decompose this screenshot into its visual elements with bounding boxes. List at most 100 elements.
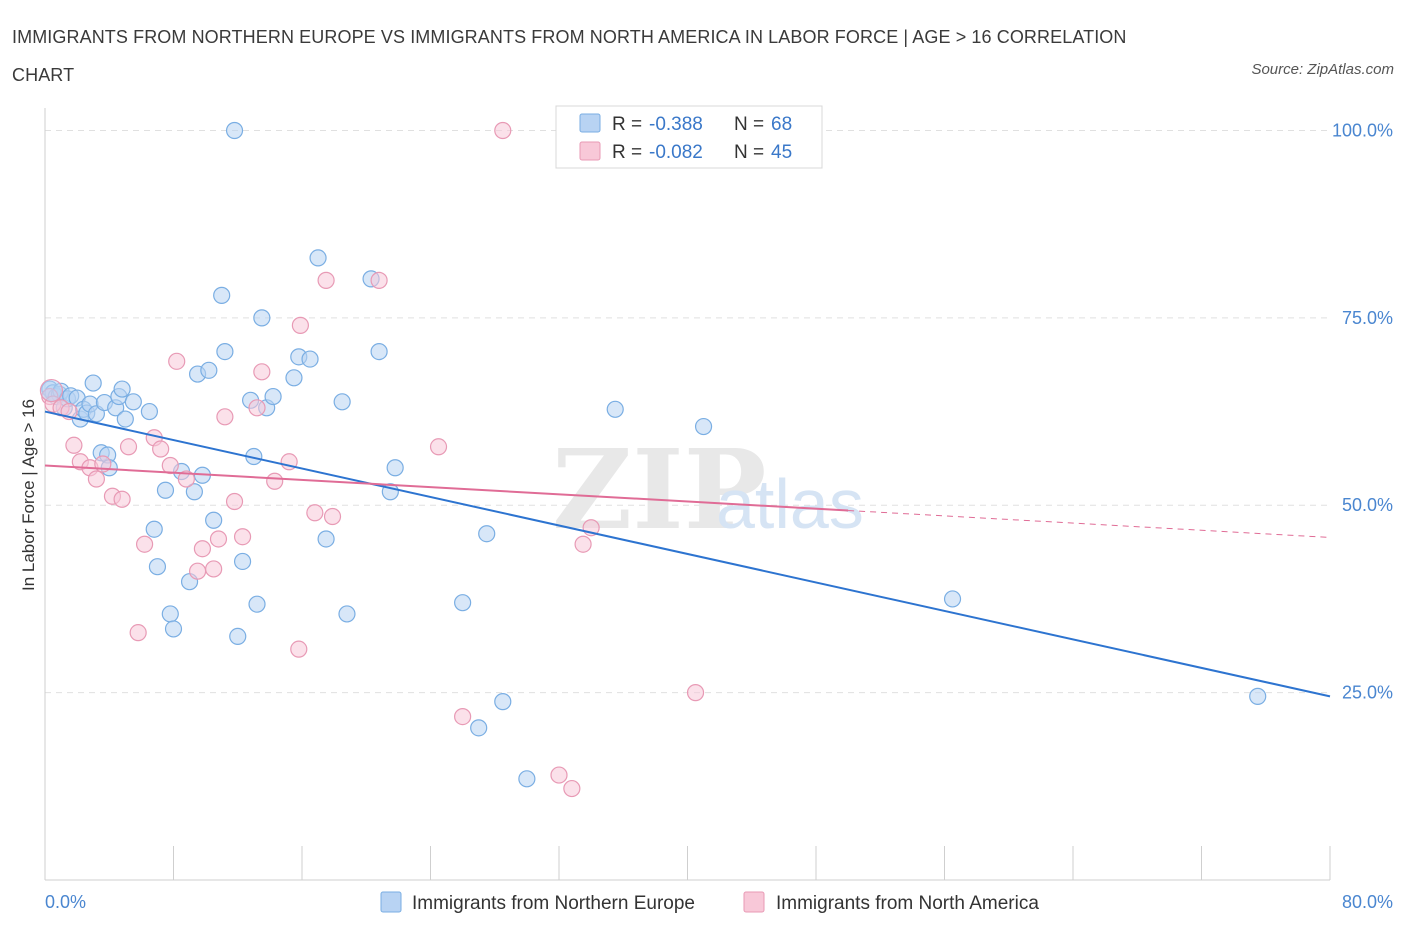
point-northern-europe [216, 342, 234, 361]
x-tick-labels: 0.0% 80.0% [45, 892, 1393, 912]
point-north-america [113, 490, 131, 508]
point-northern-europe [164, 620, 183, 638]
point-north-america [317, 271, 335, 289]
point-northern-europe [148, 558, 167, 576]
point-northern-europe [229, 627, 247, 646]
chart-title: IMMIGRANTS FROM NORTHERN EUROPE VS IMMIG… [12, 27, 1127, 85]
point-northern-europe [200, 361, 218, 379]
point-northern-europe [494, 693, 512, 711]
y-axis-label: In Labor Force | Age > 16 [19, 399, 38, 591]
point-northern-europe [338, 605, 356, 623]
point-northern-europe [317, 530, 335, 548]
point-cluster [39, 378, 64, 403]
data-points [39, 121, 1267, 798]
point-north-america [291, 316, 309, 334]
y-tick-label: 75.0% [1342, 308, 1393, 328]
y-tick-label: 100.0% [1332, 120, 1393, 140]
point-north-america [370, 271, 388, 289]
point-north-america [152, 440, 170, 458]
point-north-america [454, 708, 472, 726]
point-north-america [306, 504, 324, 522]
point-north-america [119, 438, 138, 456]
bottom-legend-swatch-pink [743, 891, 765, 913]
point-northern-europe [301, 350, 319, 368]
grid [45, 129, 1330, 694]
point-northern-europe [518, 770, 536, 788]
point-north-america [188, 562, 207, 580]
bottom-legend-series-1: Immigrants from Northern Europe [412, 893, 695, 914]
trend-lines [44, 410, 1331, 698]
point-north-america [266, 472, 284, 490]
point-northern-europe [205, 511, 223, 529]
legend-box: R = -0.388 N = 68 R = -0.082 N = 45 [555, 105, 823, 169]
legend-r-label-2: R = [612, 142, 642, 163]
bottom-legend: Immigrants from Northern Europe Immigran… [380, 891, 1039, 914]
point-northern-europe [156, 481, 175, 499]
trend-line-northern-europe [44, 410, 1331, 698]
axes [44, 108, 1331, 881]
legend-n-label-1: N = [734, 114, 764, 135]
legend-n-value-1: 68 [771, 114, 792, 135]
point-north-america [323, 507, 342, 526]
point-northern-europe [478, 525, 496, 543]
y-tick-labels: 25.0% 50.0% 75.0% 100.0% [1332, 120, 1393, 702]
point-northern-europe [253, 309, 271, 327]
legend-r-label-1: R = [612, 114, 642, 135]
y-tick-label: 25.0% [1342, 683, 1393, 703]
point-northern-europe [333, 393, 351, 411]
point-northern-europe [264, 387, 282, 406]
point-northern-europe [161, 605, 179, 623]
bottom-legend-series-2: Immigrants from North America [776, 893, 1039, 914]
point-north-america [248, 399, 266, 417]
point-north-america [494, 121, 512, 140]
y-tick-label: 50.0% [1342, 495, 1393, 515]
point-northern-europe [370, 342, 388, 361]
legend-n-label-2: N = [734, 142, 764, 163]
legend-swatch-pink [579, 141, 601, 161]
point-north-america [563, 779, 581, 798]
legend-n-value-2: 45 [771, 142, 792, 163]
point-northern-europe [116, 410, 134, 428]
point-north-america [225, 492, 244, 511]
bottom-legend-swatch-blue [380, 891, 402, 913]
point-northern-europe [185, 483, 203, 501]
point-northern-europe [694, 417, 713, 436]
point-north-america [205, 560, 223, 578]
point-north-america [129, 624, 147, 642]
point-northern-europe [606, 400, 624, 418]
legend-r-value-1: -0.388 [649, 114, 703, 135]
point-northern-europe [454, 594, 472, 612]
point-north-america [216, 408, 234, 426]
point-north-america [550, 766, 568, 784]
point-north-america [253, 363, 271, 381]
point-northern-europe [1249, 687, 1267, 705]
point-northern-europe [470, 719, 488, 737]
trend-line-north-america-extension [848, 509, 1331, 538]
point-northern-europe [84, 374, 102, 392]
point-northern-europe [386, 459, 404, 477]
point-northern-europe [248, 595, 266, 613]
source-label: Source: ZipAtlas.com [1251, 61, 1394, 78]
point-north-america [135, 535, 154, 553]
point-north-america [161, 456, 179, 475]
point-north-america [233, 528, 252, 546]
point-north-america [686, 684, 705, 702]
point-north-america [574, 535, 592, 553]
point-northern-europe [124, 393, 142, 411]
point-north-america [429, 438, 448, 456]
x-tick-label: 0.0% [45, 892, 86, 912]
point-north-america [168, 352, 186, 370]
legend-swatch-blue [579, 113, 601, 133]
point-northern-europe [213, 286, 231, 304]
point-north-america [209, 530, 228, 548]
point-north-america [177, 470, 195, 488]
point-northern-europe [285, 369, 303, 387]
point-northern-europe [113, 380, 131, 398]
legend-r-value-2: -0.082 [649, 142, 703, 163]
point-north-america [193, 540, 212, 558]
x-tick-label: 80.0% [1342, 892, 1393, 912]
point-northern-europe [309, 249, 327, 267]
point-north-america [87, 470, 106, 488]
point-north-america [65, 436, 83, 454]
